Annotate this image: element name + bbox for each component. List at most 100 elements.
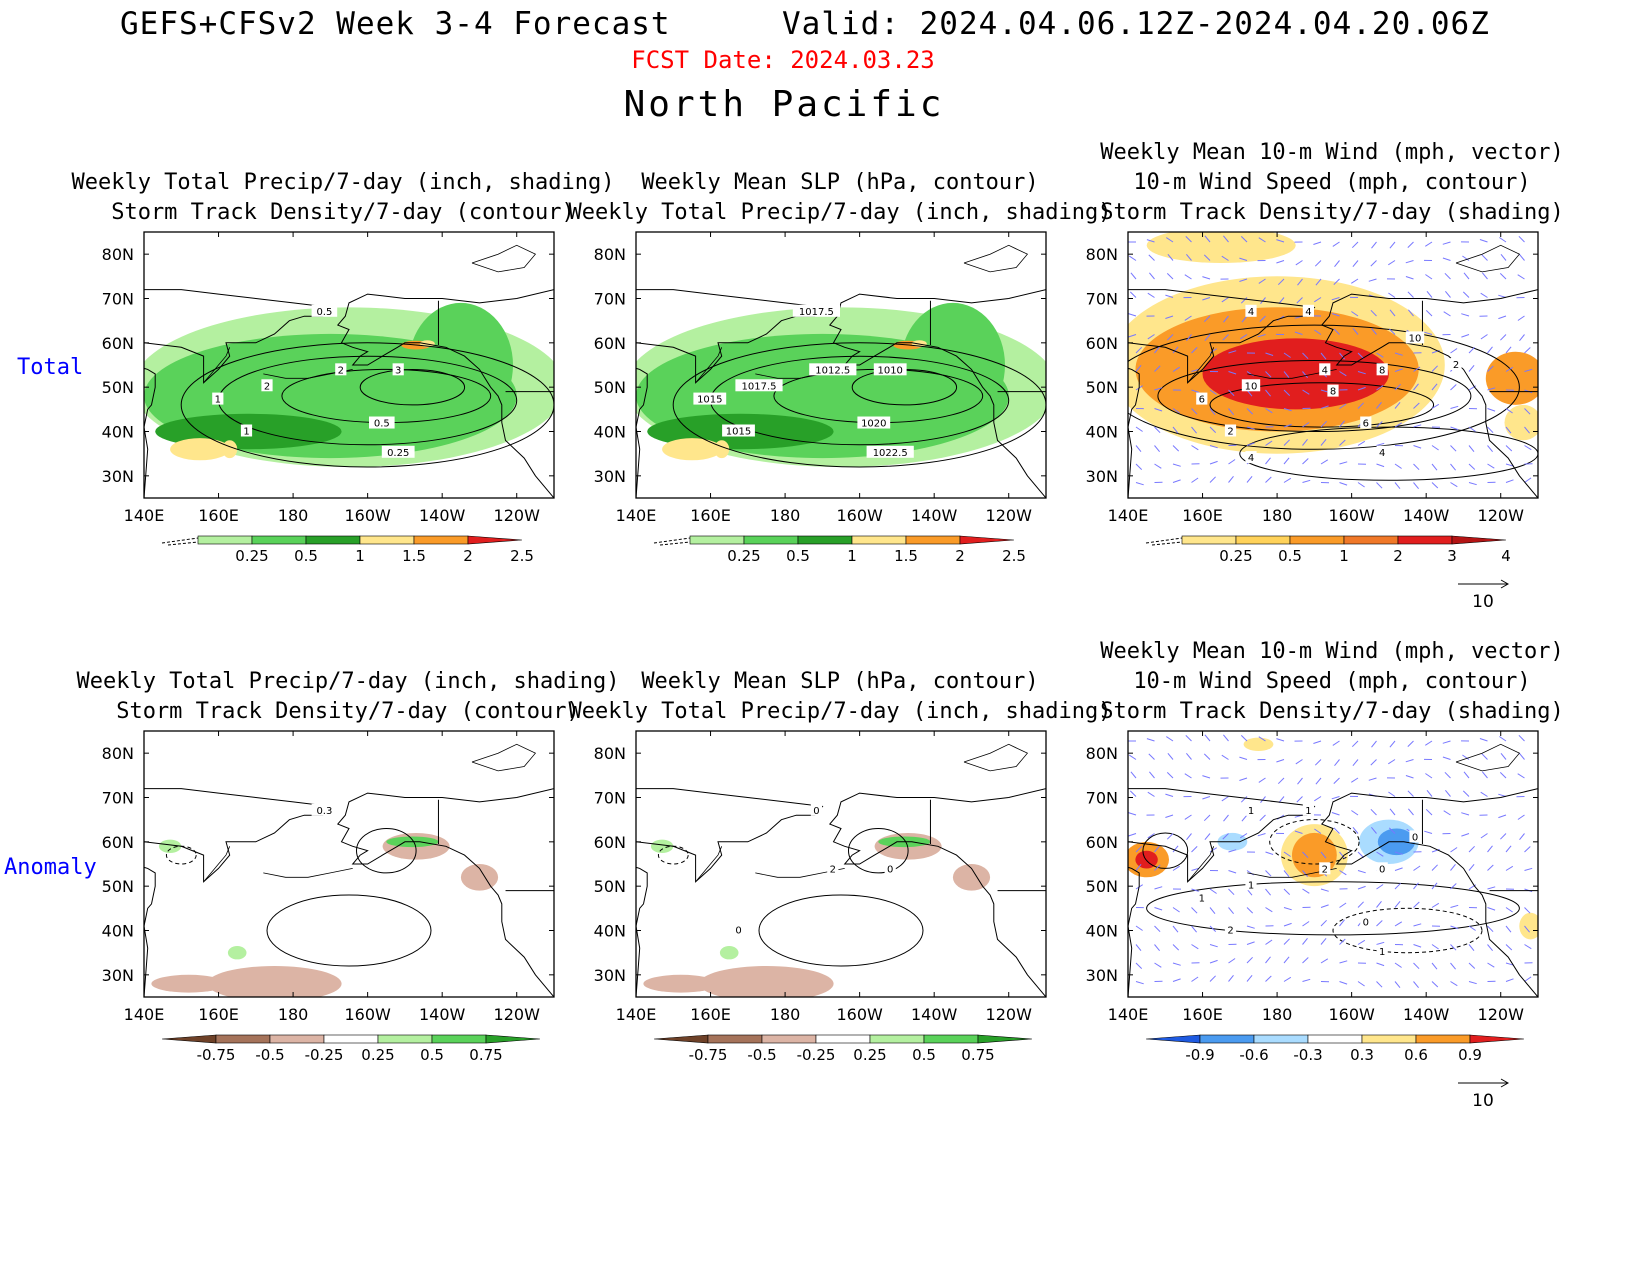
colorbar: 0.25 0.5 1 1.5 2 2.5 — [161, 535, 534, 565]
lat-tick-label: 70N — [594, 290, 626, 309]
vector-reference: 10 — [1458, 579, 1510, 612]
lat-tick-label: 70N — [102, 789, 134, 808]
lon-tick-label: 160W — [1328, 1005, 1375, 1024]
lat-tick-label: 70N — [1086, 789, 1118, 808]
lat-tick-label: 30N — [594, 467, 626, 486]
colorbar-tick-label: 0.25 — [853, 1046, 886, 1064]
lon-tick-label: 140E — [1108, 1005, 1149, 1024]
vector-reference-label: 10 — [1472, 1091, 1494, 1111]
colorbar-tick-label: 0.5 — [420, 1046, 444, 1064]
lon-tick-label: 140W — [419, 506, 466, 525]
lat-tick-label: 30N — [1086, 966, 1118, 985]
colorbar-tick-label: -0.75 — [689, 1046, 728, 1064]
lat-tick-label: 40N — [594, 423, 626, 442]
lon-tick-label: 180 — [770, 1005, 801, 1024]
contour-label: 1015 — [693, 392, 727, 406]
svg-text:1: 1 — [1199, 894, 1205, 905]
colorbar-tick-label: 0.25 — [727, 547, 760, 565]
svg-text:4: 4 — [1248, 453, 1254, 464]
contour-label: 0.5 — [311, 304, 338, 318]
contour-label: 1017.5 — [735, 379, 783, 392]
colorbar-tick-label: -0.9 — [1185, 1046, 1214, 1064]
lon-tick-label: 120W — [1478, 506, 1525, 525]
colorbar-tick-label: 0.25 — [361, 1046, 394, 1064]
contour-label: 1 — [1376, 944, 1388, 958]
svg-text:0.5: 0.5 — [316, 307, 332, 318]
svg-text:6: 6 — [1363, 419, 1369, 430]
svg-text:0: 0 — [813, 806, 819, 817]
lon-tick-label: 140E — [616, 1005, 657, 1024]
colorbar-tick-label: -0.6 — [1239, 1046, 1268, 1064]
lat-tick-label: 80N — [102, 245, 134, 264]
lat-tick-label: 40N — [594, 922, 626, 941]
contour-label: 1015 — [722, 424, 755, 438]
contour-label: 1 — [1245, 878, 1257, 891]
colorbar-tick-label: 0.6 — [1404, 1046, 1428, 1064]
valid-period: Valid: 2024.04.06.12Z-2024.04.20.06Z — [782, 6, 1490, 42]
lat-tick-label: 80N — [102, 744, 134, 763]
lat-tick-label: 30N — [1086, 467, 1118, 486]
lon-tick-label: 160W — [344, 1005, 391, 1024]
contour-label: 10 — [1241, 379, 1261, 392]
contour-label: 2 — [1319, 862, 1331, 875]
lat-tick-label: 60N — [594, 334, 626, 353]
svg-text:1: 1 — [1248, 880, 1254, 891]
svg-text:4: 4 — [1322, 365, 1328, 376]
lon-tick-label: 160E — [690, 1005, 731, 1024]
contour-label: 3 — [392, 363, 404, 376]
svg-text:0: 0 — [887, 864, 893, 875]
svg-text:1020: 1020 — [861, 419, 886, 430]
panel-title-slp-precip-anomaly: Weekly Mean SLP (hPa, contour) Weekly To… — [568, 669, 1112, 724]
lon-tick-label: 180 — [278, 1005, 309, 1024]
lon-tick-label: 180 — [1262, 506, 1293, 525]
colorbar-tick-label: 0.5 — [912, 1046, 936, 1064]
lat-tick-label: 70N — [102, 290, 134, 309]
lon-tick-label: 160W — [1328, 506, 1375, 525]
svg-text:2: 2 — [830, 864, 836, 875]
contour-label: 0 — [1409, 830, 1421, 843]
colorbar-tick-label: 0.25 — [1219, 547, 1252, 565]
svg-text:2: 2 — [1322, 864, 1328, 875]
contour-label: 2 — [1224, 424, 1237, 438]
contour-label: 1 — [1302, 803, 1314, 817]
contour-label: 4 — [1319, 363, 1331, 376]
colorbar-tick-label: 2 — [955, 547, 965, 565]
svg-text:3: 3 — [395, 365, 401, 376]
colorbar-tick-label: -0.75 — [197, 1046, 236, 1064]
contour-label: 0.3 — [311, 803, 338, 817]
forecast-date: FCST Date: 2024.03.23 — [631, 46, 935, 74]
svg-text:1017.5: 1017.5 — [742, 381, 777, 392]
contour-label: 1010 — [873, 363, 907, 376]
contour-label: 4 — [1376, 445, 1388, 459]
svg-text:0: 0 — [735, 926, 741, 937]
colorbar: 0.25 0.5 1 2 3 4 — [1145, 535, 1511, 565]
svg-text:1015: 1015 — [697, 395, 722, 406]
contour-label: 2 — [261, 379, 273, 392]
lat-tick-label: 40N — [102, 922, 134, 941]
lon-tick-label: 140W — [1403, 506, 1450, 525]
colorbar-tick-label: 0.5 — [1278, 547, 1302, 565]
colorbar: -0.75 -0.5 -0.25 0.25 0.5 0.75 — [653, 1034, 1033, 1064]
svg-text:1015: 1015 — [726, 427, 751, 438]
main-title: GEFS+CFSv2 Week 3-4 Forecast — [120, 6, 671, 42]
lat-tick-label: 40N — [1086, 423, 1118, 442]
lat-tick-label: 80N — [594, 744, 626, 763]
svg-text:0: 0 — [1412, 832, 1418, 843]
colorbar-tick-label: 0.75 — [961, 1046, 994, 1064]
colorbar-tick-label: 4 — [1501, 547, 1511, 565]
contour-label: 1017.5 — [792, 304, 840, 318]
colorbar: 0.25 0.5 1 1.5 2 2.5 — [653, 535, 1026, 565]
lon-tick-label: 140W — [419, 1005, 466, 1024]
svg-text:0: 0 — [1379, 864, 1385, 875]
colorbar-tick-label: 1.5 — [894, 547, 918, 565]
lon-tick-label: 120W — [986, 1005, 1033, 1024]
svg-text:2: 2 — [1453, 360, 1459, 371]
svg-text:1: 1 — [1379, 947, 1385, 958]
lon-tick-label: 180 — [278, 506, 309, 525]
colorbar-tick-label: 0.5 — [786, 547, 810, 565]
contour-label: 1020 — [857, 416, 891, 430]
map-panel-anom-precip-storm: 0.3 80N 70N 60N 50N 40N 30N 140E 160E 180 160W 140W… — [102, 730, 555, 1024]
colorbar-tick-label: 2 — [1393, 547, 1403, 565]
contour-label: 1 — [1196, 891, 1208, 905]
